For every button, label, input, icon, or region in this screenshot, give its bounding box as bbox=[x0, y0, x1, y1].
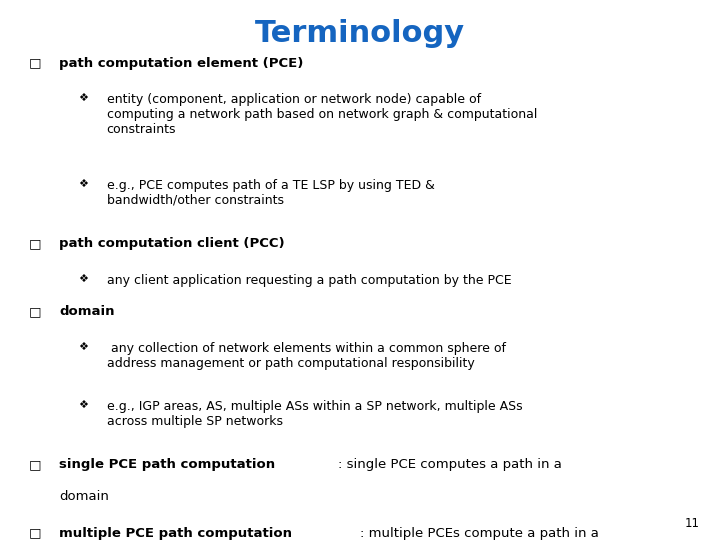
Text: □: □ bbox=[28, 305, 41, 318]
Text: Terminology: Terminology bbox=[255, 19, 465, 48]
Text: □: □ bbox=[28, 526, 41, 539]
Text: ❖: ❖ bbox=[78, 179, 88, 189]
Text: : single PCE computes a path in a: : single PCE computes a path in a bbox=[338, 458, 562, 471]
Text: □: □ bbox=[28, 237, 41, 250]
Text: entity (component, application or network node) capable of
computing a network p: entity (component, application or networ… bbox=[107, 93, 537, 137]
Text: ❖: ❖ bbox=[78, 93, 88, 104]
Text: multiple PCE path computation: multiple PCE path computation bbox=[59, 526, 292, 539]
Text: domain: domain bbox=[59, 490, 109, 503]
Text: single PCE path computation: single PCE path computation bbox=[59, 458, 275, 471]
Text: any client application requesting a path computation by the PCE: any client application requesting a path… bbox=[107, 274, 511, 287]
Text: : multiple PCEs compute a path in a: : multiple PCEs compute a path in a bbox=[360, 526, 598, 539]
Text: path computation client (PCC): path computation client (PCC) bbox=[59, 237, 284, 250]
Text: domain: domain bbox=[59, 305, 114, 318]
Text: □: □ bbox=[28, 57, 41, 70]
Text: ❖: ❖ bbox=[78, 274, 88, 284]
Text: e.g., PCE computes path of a TE LSP by using TED &
bandwidth/other constraints: e.g., PCE computes path of a TE LSP by u… bbox=[107, 179, 434, 207]
Text: path computation element (PCE): path computation element (PCE) bbox=[59, 57, 303, 70]
Text: □: □ bbox=[28, 458, 41, 471]
Text: e.g., IGP areas, AS, multiple ASs within a SP network, multiple ASs
across multi: e.g., IGP areas, AS, multiple ASs within… bbox=[107, 400, 522, 428]
Text: ❖: ❖ bbox=[78, 400, 88, 410]
Text: 11: 11 bbox=[685, 517, 700, 530]
Text: any collection of network elements within a common sphere of
address management : any collection of network elements withi… bbox=[107, 342, 505, 370]
Text: ❖: ❖ bbox=[78, 342, 88, 352]
